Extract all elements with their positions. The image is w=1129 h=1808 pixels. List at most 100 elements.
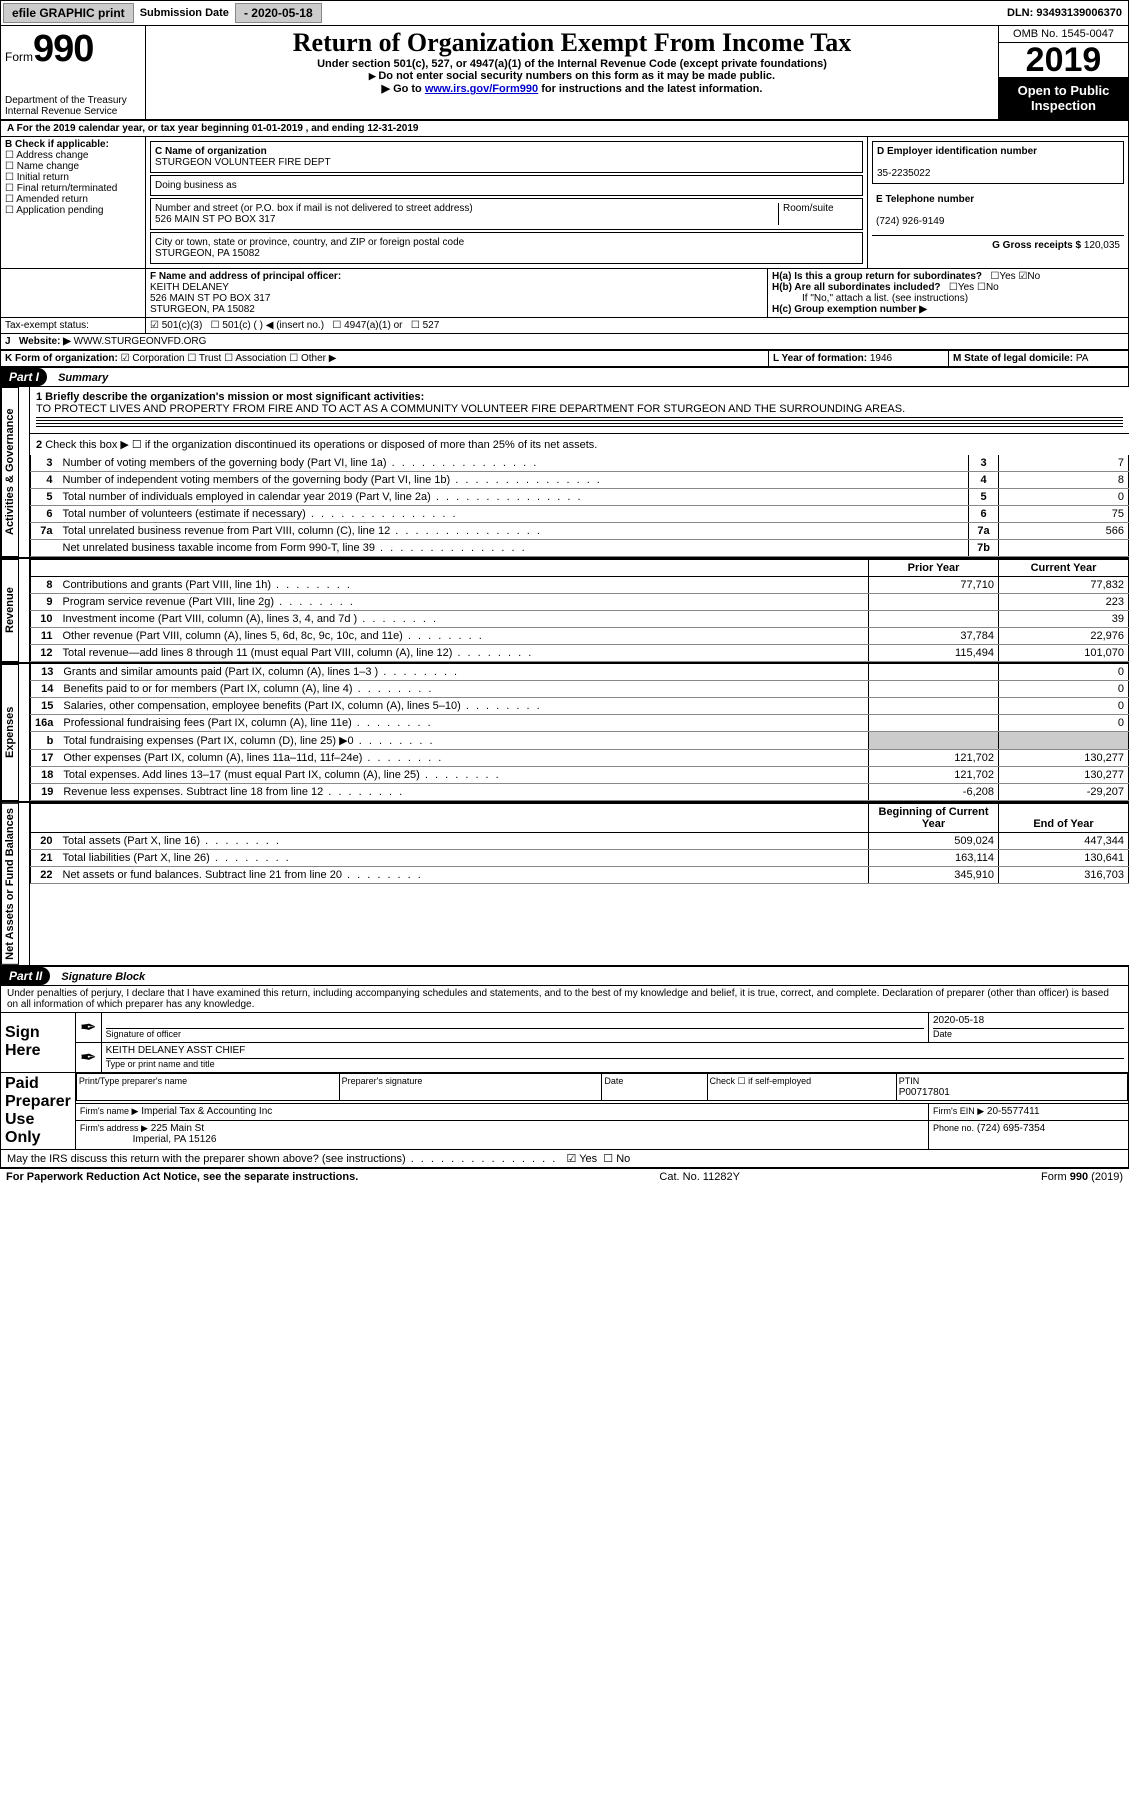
pen-icon: ✒ (75, 1042, 101, 1072)
address-value: 526 MAIN ST PO BOX 317 (155, 214, 275, 225)
firm-phone: (724) 695-7354 (977, 1123, 1045, 1134)
officer-addr2: STURGEON, PA 15082 (150, 304, 255, 315)
q1-label: 1 Briefly describe the organization's mi… (36, 391, 1123, 403)
org-name: STURGEON VOLUNTEER FIRE DEPT (155, 157, 331, 168)
opt-amended-return[interactable]: ☐ Amended return (5, 194, 141, 205)
table-row: 13Grants and similar amounts paid (Part … (31, 664, 1129, 681)
hc-group-exemption: H(c) Group exemption number ▶ (772, 304, 1124, 315)
expenses-table: 13Grants and similar amounts paid (Part … (30, 664, 1129, 801)
telephone-box: E Telephone number (724) 926-9149 (872, 186, 1124, 235)
cb-corporation[interactable]: ☑ Corporation (121, 353, 185, 364)
bar-a-tax-year: A For the 2019 calendar year, or tax yea… (0, 121, 1129, 137)
opt-initial-return[interactable]: ☐ Initial return (5, 172, 141, 183)
opt-name-change[interactable]: ☐ Name change (5, 161, 141, 172)
activities-governance-block: Activities & Governance 1 Briefly descri… (0, 387, 1129, 559)
pen-icon: ✒ (75, 1012, 101, 1042)
table-row: 4Number of independent voting members of… (31, 472, 1129, 489)
opt-application-pending[interactable]: ☐ Application pending (5, 205, 141, 216)
efile-button[interactable]: efile GRAPHIC print (3, 3, 134, 23)
ag-table: 3Number of voting members of the governi… (30, 455, 1129, 557)
revenue-block: Revenue Prior Year Current Year8Contribu… (0, 559, 1129, 664)
table-row: 6Total number of volunteers (estimate if… (31, 506, 1129, 523)
part-2-header: Part II Signature Block (0, 967, 1129, 986)
table-row: 8Contributions and grants (Part VIII, li… (31, 577, 1129, 594)
cb-trust[interactable]: ☐ Trust (187, 353, 221, 364)
table-row: 20Total assets (Part X, line 16) 509,024… (31, 833, 1129, 850)
section-b-to-g: B Check if applicable: ☐ Address change … (0, 137, 1129, 269)
hb-subordinates: H(b) Are all subordinates included? ☐Yes… (772, 282, 1124, 293)
firm-name: Imperial Tax & Accounting Inc (141, 1106, 272, 1117)
cb-527[interactable]: ☐ 527 (411, 320, 439, 331)
table-row: 3Number of voting members of the governi… (31, 455, 1129, 472)
paid-preparer-label: Paid Preparer Use Only (1, 1072, 76, 1149)
firm-addr2: Imperial, PA 15126 (133, 1134, 217, 1145)
officer-addr1: 526 MAIN ST PO BOX 317 (150, 293, 270, 304)
cb-501c3[interactable]: ☑ 501(c)(3) (150, 320, 202, 331)
website-value: WWW.STURGEONVFD.ORG (74, 336, 207, 347)
discuss-yes[interactable]: ☑ Yes (567, 1153, 598, 1165)
table-row: 16aProfessional fundraising fees (Part I… (31, 715, 1129, 732)
table-row: bTotal fundraising expenses (Part IX, co… (31, 732, 1129, 750)
sign-here-label: Sign Here (1, 1012, 76, 1072)
tax-year: 2019 (999, 43, 1128, 77)
table-row: 15Salaries, other compensation, employee… (31, 698, 1129, 715)
table-row: 18Total expenses. Add lines 13–17 (must … (31, 767, 1129, 784)
vlabel-expenses: Expenses (1, 664, 19, 801)
table-row: 17Other expenses (Part IX, column (A), l… (31, 750, 1129, 767)
mission-text: TO PROTECT LIVES AND PROPERTY FROM FIRE … (36, 403, 1123, 415)
table-row: 11Other revenue (Part VIII, column (A), … (31, 628, 1129, 645)
cb-association[interactable]: ☐ Association (224, 353, 286, 364)
gross-receipts: G Gross receipts $ 120,035 (872, 235, 1124, 255)
form-subtitle-3: ▶ Go to www.irs.gov/Form990 for instruct… (154, 82, 990, 95)
instructions-link[interactable]: www.irs.gov/Form990 (425, 83, 538, 95)
address-box: Number and street (or P.O. box if mail i… (150, 198, 863, 230)
discuss-no[interactable]: ☐ No (603, 1153, 630, 1165)
opt-final-return[interactable]: ☐ Final return/terminated (5, 183, 141, 194)
dln: DLN: 93493139006370 (1001, 5, 1128, 21)
perjury-declaration: Under penalties of perjury, I declare th… (0, 986, 1129, 1012)
cb-501c[interactable]: ☐ 501(c) ( ) ◀ (insert no.) (211, 320, 324, 331)
signature-table: Sign Here ✒ Signature of officer 2020-05… (0, 1012, 1129, 1150)
table-row: 5Total number of individuals employed in… (31, 489, 1129, 506)
sig-date-value: 2020-05-18 (933, 1015, 1124, 1029)
table-row: Net unrelated business taxable income fr… (31, 540, 1129, 557)
ein-box: D Employer identification number 35-2235… (872, 141, 1124, 184)
opt-address-change[interactable]: ☐ Address change (5, 150, 141, 161)
table-row: 19Revenue less expenses. Subtract line 1… (31, 784, 1129, 801)
table-row: 21Total liabilities (Part X, line 26) 16… (31, 850, 1129, 867)
form-subtitle-1: Under section 501(c), 527, or 4947(a)(1)… (154, 58, 990, 70)
open-to-public: Open to Public Inspection (999, 77, 1128, 119)
vlabel-revenue: Revenue (1, 559, 19, 662)
firm-addr1: 225 Main St (151, 1123, 204, 1134)
cb-4947[interactable]: ☐ 4947(a)(1) or (332, 320, 402, 331)
table-row: 22Net assets or fund balances. Subtract … (31, 867, 1129, 884)
check-applicable-label: B Check if applicable: (5, 139, 141, 150)
officer-typed-name: KEITH DELANEY ASST CHIEF (106, 1045, 1124, 1059)
cb-other[interactable]: ☐ Other ▶ (289, 353, 336, 364)
table-row: 10Investment income (Part VIII, column (… (31, 611, 1129, 628)
vlabel-net: Net Assets or Fund Balances (1, 803, 19, 965)
top-bar: efile GRAPHIC print Submission Date - 20… (0, 0, 1129, 26)
hb-note: If "No," attach a list. (see instruction… (772, 293, 1124, 304)
column-headers: Beginning of Current Year End of Year (31, 804, 1129, 833)
column-headers: Prior Year Current Year (31, 560, 1129, 577)
submission-date-button[interactable]: - 2020-05-18 (235, 3, 322, 23)
page-footer: For Paperwork Reduction Act Notice, see … (0, 1168, 1129, 1185)
firm-ein: 20-5577411 (987, 1106, 1040, 1117)
dept-treasury: Department of the Treasury Internal Reve… (5, 95, 141, 117)
table-row: 12Total revenue—add lines 8 through 11 (… (31, 645, 1129, 662)
table-row: 9Program service revenue (Part VIII, lin… (31, 594, 1129, 611)
telephone-value: (724) 926-9149 (876, 216, 944, 227)
tax-exempt-row: Tax-exempt status: ☑ 501(c)(3) ☐ 501(c) … (0, 318, 1129, 334)
form-header: Form990 Department of the Treasury Inter… (0, 26, 1129, 121)
form-label: Form990 (5, 28, 141, 71)
table-row: 7aTotal unrelated business revenue from … (31, 523, 1129, 540)
table-row: 14Benefits paid to or for members (Part … (31, 681, 1129, 698)
ha-group-return: H(a) Is this a group return for subordin… (772, 271, 1124, 282)
org-name-box: C Name of organization STURGEON VOLUNTEE… (150, 141, 863, 173)
net-assets-table: Beginning of Current Year End of Year20T… (30, 803, 1129, 884)
submission-label: Submission Date (136, 7, 233, 19)
officer-name: KEITH DELANEY (150, 282, 229, 293)
sig-officer-label: Signature of officer (106, 1029, 181, 1039)
net-assets-block: Net Assets or Fund Balances Beginning of… (0, 803, 1129, 967)
